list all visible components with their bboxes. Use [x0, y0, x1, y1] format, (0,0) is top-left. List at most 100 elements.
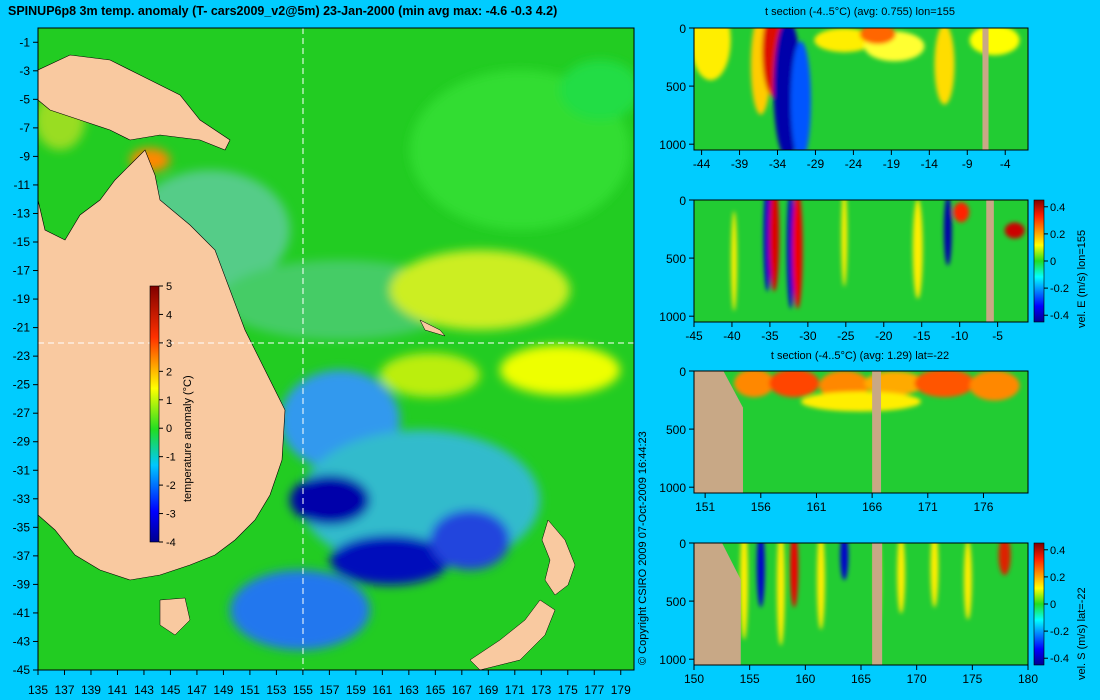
section-land	[694, 371, 743, 493]
section-y-tick-label: 500	[666, 423, 686, 437]
section-land	[872, 371, 882, 493]
map-x-tick-label: 147	[187, 683, 207, 697]
map-y-tick-label: -27	[13, 406, 31, 420]
section-x-tick-label: 180	[1018, 672, 1038, 686]
map-y-tick-label: -7	[19, 121, 30, 135]
section-y-tick-label: 500	[666, 595, 686, 609]
map-x-tick-label: 175	[558, 683, 578, 697]
section-field	[694, 28, 1020, 150]
section-colorbar-tick-label: -0.4	[1050, 653, 1069, 665]
section-panel-4: 150 155 160 165 170 175 180 0 500 1000 0.4 0.2 0 -0.2…	[659, 537, 1069, 686]
vel-s-colorbar-label: vel. S (m/s) lat=-22	[1076, 587, 1088, 680]
section-x-tick-label: -15	[913, 329, 931, 343]
section-y-tick-label: 500	[666, 80, 686, 94]
map-x-tick-label: 169	[478, 683, 498, 697]
section-panel-3: 151 156 161 166 171 176 0 500 1000	[659, 365, 1029, 514]
map-x-tick-label: 141	[107, 683, 127, 697]
map-x-tick-label: 145	[160, 683, 180, 697]
section-x-tick-label: -35	[761, 329, 779, 343]
section-land	[872, 543, 883, 665]
section-x-tick-label: -10	[951, 329, 969, 343]
map-x-tick-label: 177	[584, 683, 604, 697]
map-x-tick-label: 163	[399, 683, 419, 697]
section-x-tick-label: -24	[845, 157, 863, 171]
section-x-tick-label: 160	[795, 672, 815, 686]
section-background	[694, 543, 1028, 665]
section-colorbar-bar	[1033, 542, 1045, 666]
map-y-tick-label: -5	[19, 92, 30, 106]
tasmania-land	[159, 597, 191, 636]
section-x-tick-label: 165	[851, 672, 871, 686]
map-y-tick-label: -21	[13, 321, 31, 335]
map-y-tick-label: -45	[13, 663, 31, 677]
section-y-tick-label: 1000	[659, 310, 686, 324]
section-frame	[693, 370, 1029, 494]
section-x-tick-label: -45	[685, 329, 703, 343]
section-x-tick-label: -20	[875, 329, 893, 343]
section-y-tick-label: 0	[679, 365, 686, 379]
map-x-tick-label: 155	[293, 683, 313, 697]
section-x-tick-label: -19	[883, 157, 901, 171]
section-colorbar-tick-label: -0.2	[1050, 283, 1069, 295]
map-y-tick-label: -3	[19, 64, 30, 78]
section-x-tick-label: 150	[684, 672, 704, 686]
section-x-tick-label: -25	[837, 329, 855, 343]
map-colorbar-tick-label: 5	[166, 281, 172, 293]
section-y-tick-label: 0	[679, 22, 686, 36]
map-colorbar-tick-label: 0	[166, 423, 172, 435]
map-x-tick-label: 149	[213, 683, 233, 697]
section-x-tick-label: 155	[740, 672, 760, 686]
map-y-tick-label: -15	[13, 235, 31, 249]
map-y-tick-label: -39	[13, 577, 31, 591]
page-title: SPINUP6p8 3m temp. anomaly (T- cars2009_…	[8, 4, 558, 18]
map-y-tick-label: -25	[13, 378, 31, 392]
australia-land	[38, 149, 286, 581]
section-x-tick-label: -44	[693, 157, 711, 171]
map-colorbar-tick-label: 2	[166, 366, 172, 378]
section-frame	[693, 27, 1029, 151]
map-colorbar-tick-label: -3	[166, 509, 176, 521]
section-field	[731, 200, 1025, 311]
section-x-tick-label: 161	[806, 500, 826, 514]
map-y-tick-label: -11	[14, 178, 31, 192]
map-x-tick-label: 143	[134, 683, 154, 697]
section-x-tick-label: 170	[907, 672, 927, 686]
section-x-tick-label: 176	[973, 500, 993, 514]
nz-north-island-land	[541, 519, 576, 596]
section-x-tick-label: 175	[962, 672, 982, 686]
map-colorbar-label: temperature anomaly (°C)	[182, 375, 194, 502]
map-y-tick-label: -17	[13, 264, 31, 278]
new-caledonia-land	[419, 319, 446, 337]
map-y-tick-label: -19	[13, 292, 31, 306]
section-y-tick-label: 0	[679, 537, 686, 551]
map-x-tick-label: 167	[452, 683, 472, 697]
map-x-tick-label: 171	[505, 683, 525, 697]
section-colorbar-tick-label: 0.4	[1050, 545, 1065, 557]
section-colorbar-bar	[1033, 199, 1045, 323]
section-colorbar-tick-label: 0	[1050, 256, 1056, 268]
section-y-tick-label: 1000	[659, 138, 686, 152]
section-x-tick-label: 171	[918, 500, 938, 514]
section-x-tick-label: 151	[695, 500, 715, 514]
map-y-tick-label: -1	[19, 35, 30, 49]
map-x-tick-label: 153	[266, 683, 286, 697]
section-x-tick-label: 156	[751, 500, 771, 514]
vel-e-colorbar-label: vel. E (m/s) lon=155	[1076, 229, 1088, 328]
section-land	[982, 28, 989, 150]
section-x-tick-label: -4	[1000, 157, 1011, 171]
map-colorbar-tick-label: -2	[166, 480, 176, 492]
section-colorbar-tick-label: 0.4	[1050, 202, 1065, 214]
section-land	[986, 200, 994, 322]
section-colorbar-tick-label: -0.2	[1050, 626, 1069, 638]
section-y-tick-label: 1000	[659, 481, 686, 495]
map-x-tick-label: 137	[54, 683, 74, 697]
panel1-title: t section (-4..5°C) (avg: 0.755) lon=155	[765, 6, 955, 18]
section-x-tick-label: -9	[962, 157, 973, 171]
section-colorbar-tick-label: -0.4	[1050, 310, 1069, 322]
map-y-tick-label: -43	[13, 634, 31, 648]
section-x-tick-label: -39	[731, 157, 749, 171]
map-colorbar: 5 4 3 2 1 0 -1 -2 -3 -4	[149, 281, 176, 549]
map-y-tick-label: -35	[13, 520, 31, 534]
map-y-tick-label: -29	[13, 435, 31, 449]
map-y-tick-label: -23	[13, 349, 31, 363]
